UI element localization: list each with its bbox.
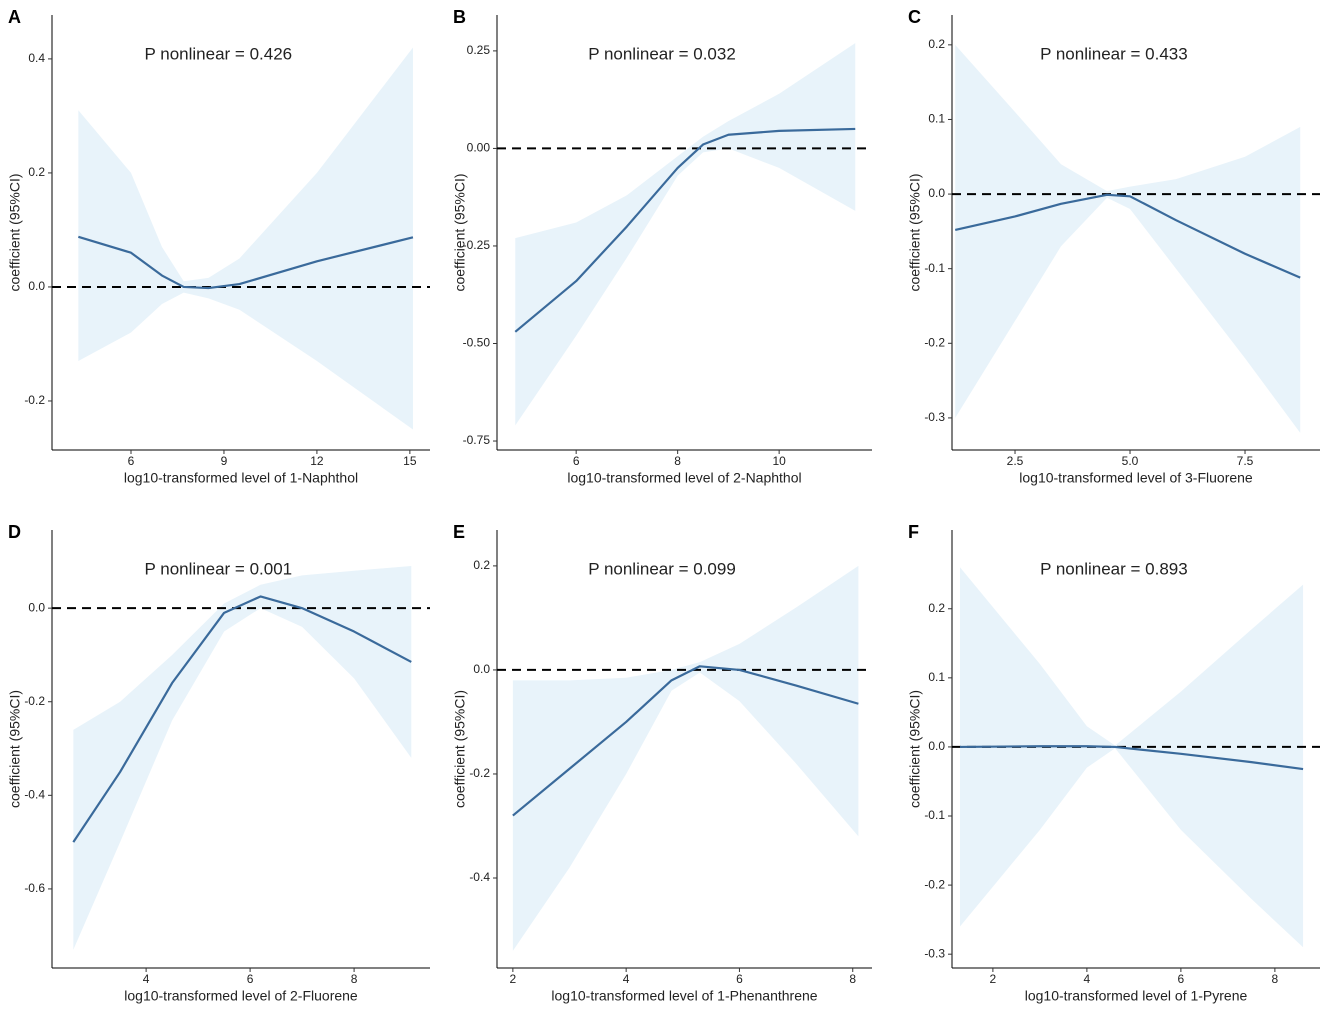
- x-tick-label: 4: [143, 972, 150, 986]
- y-tick-label: -0.4: [24, 787, 45, 801]
- x-tick-label: 6: [128, 454, 135, 468]
- spline-line: [959, 745, 1304, 771]
- y-axis-label: coefficient (95%CI): [907, 690, 923, 808]
- spline-line: [954, 193, 1301, 279]
- spline-line: [514, 127, 856, 333]
- x-tick-label: 2: [990, 972, 997, 986]
- spline-line: [78, 235, 414, 290]
- x-tick-label: 4: [623, 972, 630, 986]
- x-axis-label: log10-transformed level of 1-Phenanthren…: [551, 988, 817, 1004]
- y-tick-label: 0.0: [928, 186, 945, 200]
- y-tick-label: -0.3: [924, 946, 945, 960]
- panel-label: B: [453, 7, 466, 27]
- x-axis-label: log10-transformed level of 2-Naphthol: [567, 470, 801, 486]
- y-tick-label: 0.2: [28, 165, 45, 179]
- y-tick-label: -0.2: [924, 335, 945, 349]
- x-axis-label: log10-transformed level of 1-Naphthol: [124, 470, 358, 486]
- panel-label: D: [8, 522, 21, 542]
- spline-line: [512, 665, 859, 817]
- y-tick-label: -0.2: [469, 766, 490, 780]
- annotation: P nonlinear = 0.099: [588, 559, 736, 578]
- y-axis-label: coefficient (95%CI): [7, 173, 23, 291]
- annotation: P nonlinear = 0.433: [1040, 44, 1188, 63]
- y-tick-label: -0.2: [924, 877, 945, 891]
- y-tick-label: -0.75: [463, 433, 491, 447]
- x-tick-label: 7.5: [1237, 454, 1254, 468]
- y-tick-label: 0.25: [467, 43, 491, 57]
- ci-band: [955, 44, 1301, 433]
- panel: -0.6 -0.4 -0.2 0.0 4 6 8 log10-transformed leve…: [7, 522, 430, 1004]
- x-tick-label: 6: [736, 972, 743, 986]
- y-tick-label: -0.50: [463, 336, 491, 350]
- x-axis-label: log10-transformed level of 2-Fluorene: [124, 988, 358, 1004]
- y-tick-label: -0.1: [924, 808, 945, 822]
- y-tick-label: 0.00: [467, 141, 491, 155]
- spline-line: [72, 595, 412, 843]
- annotation: P nonlinear = 0.426: [145, 44, 293, 63]
- x-tick-label: 2.5: [1007, 454, 1024, 468]
- x-tick-label: 2: [510, 972, 517, 986]
- panel-label: E: [453, 522, 465, 542]
- x-tick-label: 15: [403, 454, 417, 468]
- x-tick-label: 4: [1084, 972, 1091, 986]
- x-tick-label: 8: [849, 972, 856, 986]
- y-tick-label: -0.2: [24, 694, 45, 708]
- panel-label: C: [908, 7, 921, 27]
- y-tick-label: 0.2: [473, 558, 490, 572]
- panel: -0.4 -0.2 0.0 0.2 2 4 6 8 log10-transformed leve…: [452, 522, 872, 1004]
- panel: -0.75 -0.50 -0.25 0.00 0.25 6 8 10 log10-transfo…: [452, 7, 872, 486]
- x-tick-label: 8: [674, 454, 681, 468]
- y-tick-label: 0.0: [928, 739, 945, 753]
- panel-label: A: [8, 7, 21, 27]
- x-tick-label: 5.0: [1122, 454, 1139, 468]
- x-tick-label: 6: [247, 972, 254, 986]
- ci-band: [512, 565, 859, 951]
- y-tick-label: -0.4: [469, 870, 490, 884]
- x-tick-label: 6: [1178, 972, 1185, 986]
- panel: -0.3 -0.2 -0.1 0.0 0.1 0.2 2.5 5.0 7.5 log10-tran…: [907, 7, 1320, 486]
- y-tick-label: 0.4: [28, 51, 45, 65]
- y-tick-label: 0.1: [928, 670, 945, 684]
- x-tick-label: 8: [351, 972, 358, 986]
- panel: -0.3 -0.2 -0.1 0.0 0.1 0.2 2 4 6 8 log10-transform…: [907, 522, 1320, 1004]
- y-tick-label: 0.0: [28, 279, 45, 293]
- y-tick-label: 0.2: [928, 37, 945, 51]
- ci-band: [515, 43, 856, 426]
- ci-band: [959, 567, 1304, 948]
- annotation: P nonlinear = 0.893: [1040, 559, 1188, 578]
- x-tick-label: 8: [1272, 972, 1279, 986]
- panel: -0.2 0.0 0.2 0.4 6 9 12 15 log10-transformed lev…: [7, 7, 430, 486]
- y-tick-label: 0.0: [473, 662, 490, 676]
- y-axis-label: coefficient (95%CI): [452, 690, 468, 808]
- x-tick-label: 6: [573, 454, 580, 468]
- annotation: P nonlinear = 0.032: [588, 44, 736, 63]
- y-axis-label: coefficient (95%CI): [7, 690, 23, 808]
- y-axis-label: coefficient (95%CI): [452, 173, 468, 291]
- y-tick-label: -0.1: [924, 261, 945, 275]
- x-axis-label: log10-transformed level of 3-Fluorene: [1019, 470, 1253, 486]
- ci-band: [78, 47, 413, 430]
- y-tick-label: 0.1: [928, 112, 945, 126]
- x-tick-label: 10: [772, 454, 786, 468]
- y-tick-label: 0.0: [28, 600, 45, 614]
- ci-band: [73, 566, 412, 950]
- y-tick-label: -0.25: [463, 238, 491, 252]
- y-axis-label: coefficient (95%CI): [907, 173, 923, 291]
- y-tick-label: -0.3: [924, 410, 945, 424]
- x-tick-label: 9: [221, 454, 228, 468]
- y-tick-label: 0.2: [928, 601, 945, 615]
- panel-label: F: [908, 522, 919, 542]
- x-tick-label: 12: [310, 454, 324, 468]
- y-tick-label: -0.6: [24, 881, 45, 895]
- x-axis-label: log10-transformed level of 1-Pyrene: [1025, 988, 1248, 1004]
- annotation: P nonlinear = 0.001: [145, 559, 293, 578]
- y-tick-label: -0.2: [24, 393, 45, 407]
